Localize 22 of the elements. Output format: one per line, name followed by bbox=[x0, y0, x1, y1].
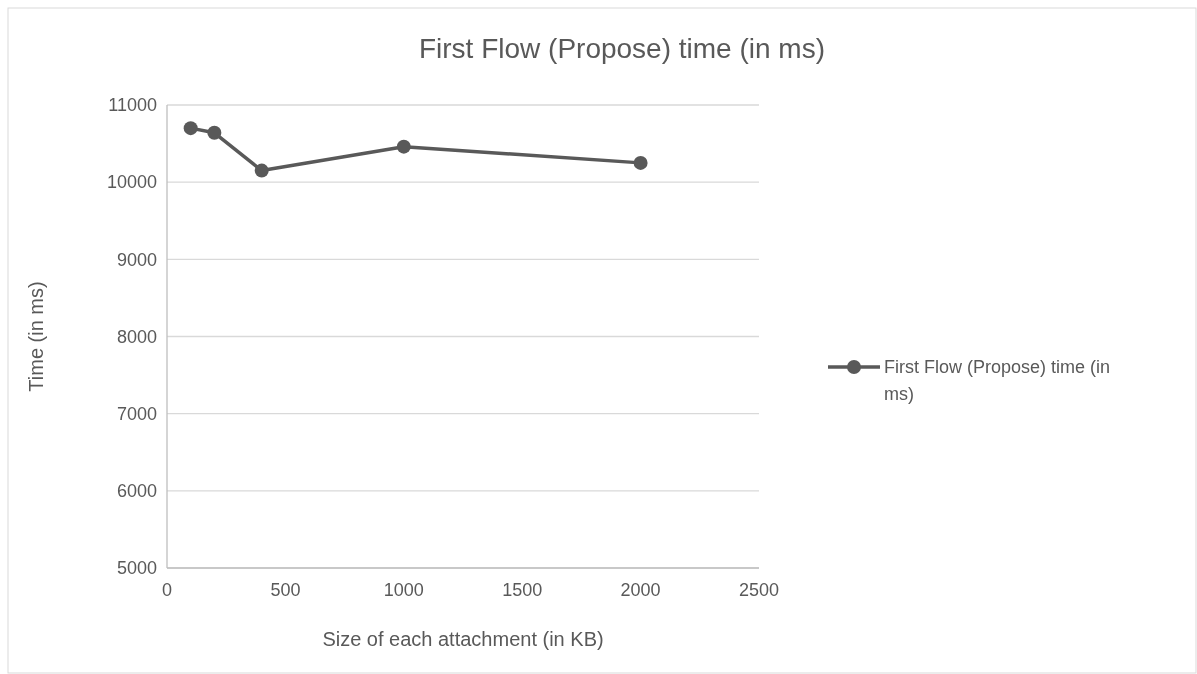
point bbox=[633, 155, 648, 170]
y-tick-label: 9000 bbox=[116, 249, 157, 270]
chart-title: First Flow (Propose) time (in ms) bbox=[418, 33, 826, 64]
x-axis-title: Size of each attachment (in KB) bbox=[322, 628, 604, 650]
point bbox=[396, 139, 411, 154]
y-tick-label: 10000 bbox=[106, 172, 157, 193]
point bbox=[183, 121, 198, 136]
y-tick-label: 8000 bbox=[116, 326, 157, 347]
point bbox=[207, 125, 222, 140]
y-tick-label: 11000 bbox=[108, 95, 157, 116]
y-tick-label: 7000 bbox=[116, 403, 157, 424]
x-tick-label: 1500 bbox=[502, 580, 543, 600]
y-tick-label: 5000 bbox=[116, 558, 157, 579]
x-tick-label: 0 bbox=[161, 580, 173, 600]
legend-label: First Flow (Propose) time (in ms) bbox=[884, 357, 1111, 404]
x-tick-label: 500 bbox=[270, 580, 301, 600]
x-tick-label: 2000 bbox=[620, 580, 661, 600]
point bbox=[254, 163, 269, 178]
x-tick-label: 2500 bbox=[738, 580, 780, 600]
y-axis-title: Time (in ms) bbox=[25, 281, 47, 392]
y-tick-label: 6000 bbox=[116, 481, 157, 502]
x-tick-label: 1000 bbox=[383, 580, 424, 600]
